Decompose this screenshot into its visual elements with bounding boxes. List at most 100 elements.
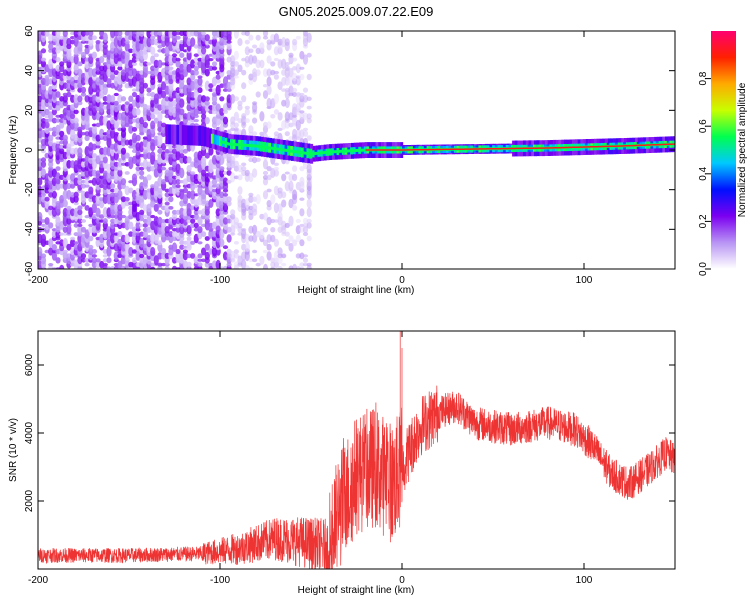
heatmap-cell <box>161 162 167 167</box>
heatmap-cell <box>190 222 196 229</box>
heatmap-cell <box>208 199 214 208</box>
heatmap-cell <box>266 55 272 64</box>
signal-halo <box>200 126 204 146</box>
heatmap-cell <box>38 246 43 257</box>
heatmap-cell <box>124 185 130 196</box>
signal-halo <box>173 124 177 145</box>
heatmap-cell <box>292 57 298 62</box>
heatmap-cell <box>252 102 258 113</box>
heatmap-cell <box>95 94 101 103</box>
heatmap-cell <box>73 259 79 269</box>
heatmap-cell <box>215 84 221 96</box>
heatmap-cell <box>164 192 170 198</box>
heatmap-cell <box>131 56 138 63</box>
heatmap-cell <box>193 199 199 208</box>
heatmap-cell <box>171 183 178 189</box>
heatmap-cell <box>281 173 287 182</box>
heatmap-cell <box>80 253 87 259</box>
heatmap-cell <box>48 78 54 85</box>
heatmap-cell <box>302 112 309 121</box>
y-tick-label: 40 <box>24 65 35 77</box>
heatmap-cell <box>233 122 239 128</box>
heatmap-cell <box>157 176 163 187</box>
heatmap-cell <box>106 94 112 104</box>
heatmap-cell <box>299 176 305 187</box>
heatmap-cell <box>233 217 239 225</box>
heatmap-cell <box>153 117 159 124</box>
heatmap-cell <box>113 166 119 171</box>
heatmap-cell <box>306 218 312 224</box>
heatmap-cell <box>95 258 101 263</box>
heatmap-cell <box>306 163 312 174</box>
heatmap-cell <box>179 207 185 218</box>
heatmap-cell <box>259 131 265 136</box>
heatmap-cell <box>233 253 239 259</box>
heatmap-cell <box>273 166 279 171</box>
heatmap-cell <box>70 147 76 155</box>
heatmap-cell <box>211 221 218 230</box>
heatmap-cell <box>237 104 243 111</box>
heatmap-cell <box>244 31 250 37</box>
heatmap-cell <box>252 117 258 124</box>
heatmap-cell <box>237 164 243 173</box>
heatmap-cell <box>117 94 123 104</box>
heatmap-cell <box>84 34 90 42</box>
heatmap-cell <box>62 94 68 103</box>
heatmap-cell <box>124 200 130 207</box>
heatmap-cell <box>146 107 152 116</box>
heatmap-cell <box>273 202 279 214</box>
heatmap-cell <box>241 162 247 167</box>
heatmap-cell <box>179 98 185 108</box>
heatmap-cell <box>222 245 229 250</box>
heatmap-cell <box>139 170 145 176</box>
heatmap-cell <box>306 117 312 124</box>
heatmap-cell <box>190 218 196 224</box>
heatmap-cell <box>51 33 58 42</box>
heatmap-cell <box>73 147 79 155</box>
heatmap-cell <box>106 246 112 257</box>
heatmap-cell <box>270 227 276 233</box>
heatmap-cell <box>113 92 119 97</box>
heatmap-cell <box>153 109 159 115</box>
heatmap-cell <box>106 114 112 118</box>
heatmap-cell <box>226 196 232 203</box>
heatmap-cell <box>84 191 90 199</box>
heatmap-cell <box>150 46 156 55</box>
heatmap-cell <box>295 129 301 139</box>
heatmap-cell <box>77 147 83 156</box>
heatmap-cell <box>255 69 261 76</box>
heatmap-cell <box>146 216 152 226</box>
heatmap-cell <box>244 242 250 253</box>
heatmap-cell <box>73 241 79 245</box>
heatmap-cell <box>153 203 159 212</box>
heatmap-cell <box>66 47 72 55</box>
heatmap-cell <box>40 195 47 203</box>
signal-band <box>216 135 220 146</box>
heatmap-cell <box>95 261 101 269</box>
heatmap-cell <box>91 94 97 104</box>
heatmap-cell <box>241 82 247 90</box>
heatmap-cell <box>193 222 199 229</box>
heatmap-cell <box>201 113 207 120</box>
heatmap-cell <box>299 262 305 267</box>
heatmap-cell <box>110 221 116 230</box>
heatmap-cell <box>59 72 65 82</box>
signal-halo <box>206 127 210 148</box>
heatmap-cell <box>70 104 76 111</box>
heatmap-cell <box>44 31 50 37</box>
heatmap-cell <box>197 94 203 104</box>
heatmap-cell <box>175 150 181 161</box>
heatmap-cell <box>66 104 72 111</box>
heatmap-cell <box>182 68 188 77</box>
heatmap-cell <box>281 262 287 267</box>
heatmap-cell <box>262 226 269 233</box>
heatmap-cell <box>88 55 94 65</box>
heatmap-cell <box>62 232 68 236</box>
heatmap-cell <box>55 257 61 264</box>
heatmap-cell <box>88 235 94 242</box>
heatmap-cell <box>150 151 156 161</box>
heatmap-cell <box>292 128 298 139</box>
heatmap-cell <box>281 58 287 70</box>
heatmap-cell <box>292 103 298 113</box>
heatmap-cell <box>157 44 163 49</box>
